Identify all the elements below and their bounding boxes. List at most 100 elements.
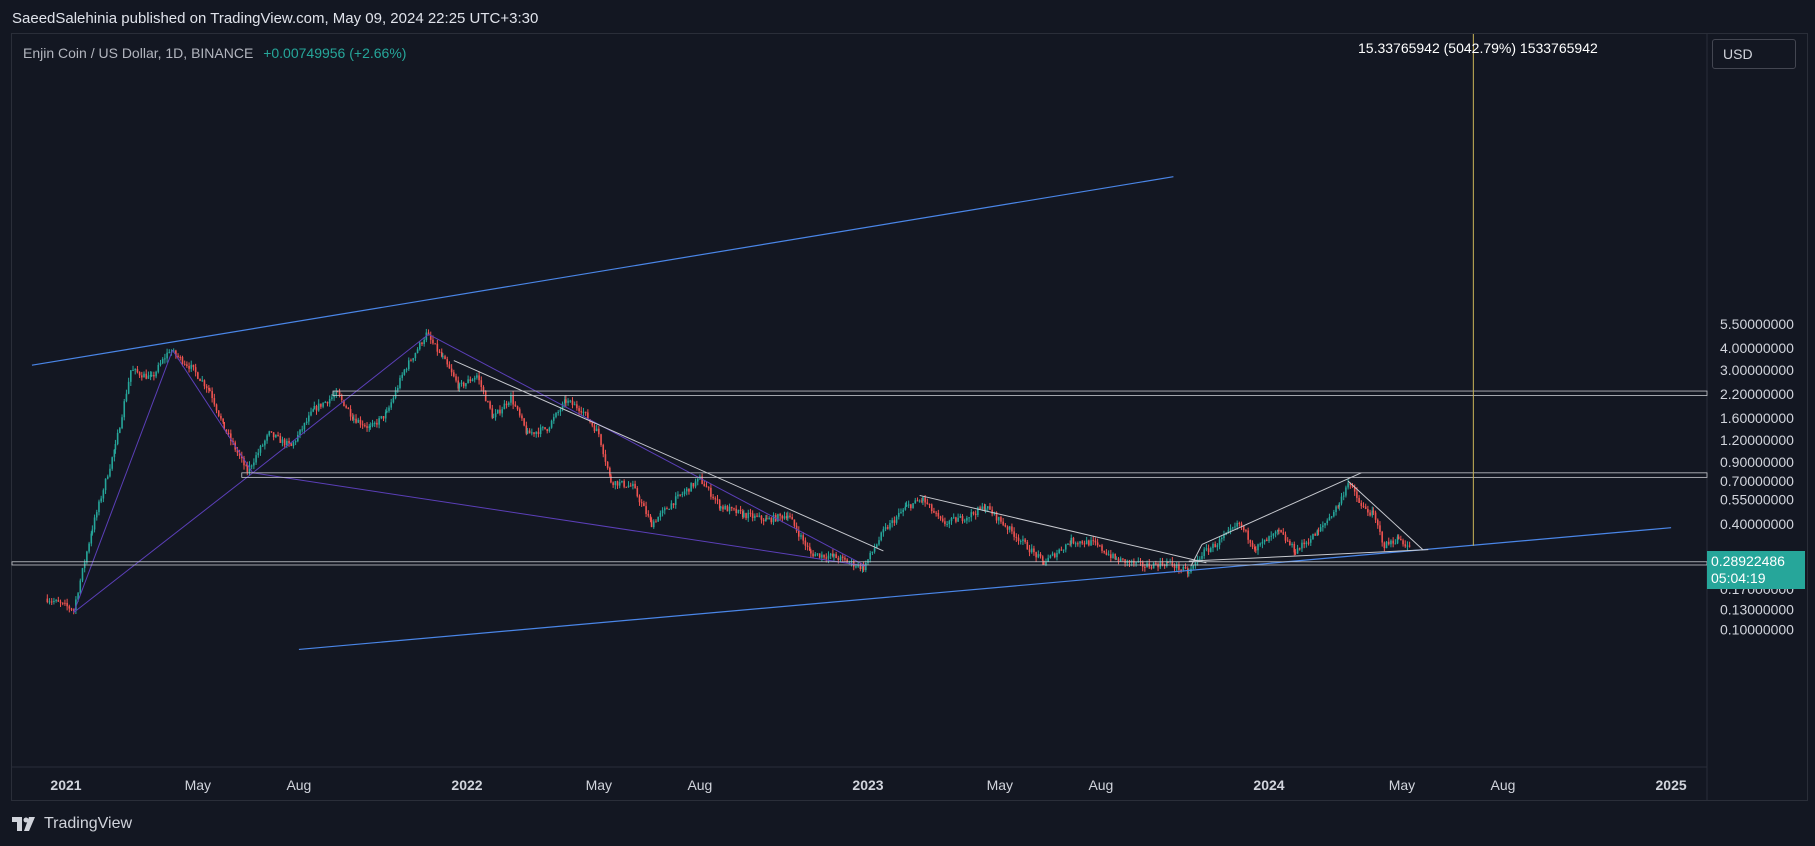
candle-body	[1394, 543, 1397, 545]
candle-body	[1305, 542, 1308, 545]
candle-body	[550, 420, 553, 428]
candle-body	[621, 480, 623, 483]
candle-body	[712, 496, 714, 499]
candle-body	[1199, 558, 1201, 560]
candle-body	[1356, 491, 1358, 498]
white-trend-line	[1190, 544, 1203, 567]
candle-body	[926, 502, 929, 504]
candle-body	[876, 544, 878, 549]
candle-body	[1345, 487, 1347, 496]
candle-body	[1335, 506, 1337, 513]
candle-body	[1270, 535, 1273, 537]
candle-body	[756, 515, 758, 517]
candle-body	[1220, 538, 1223, 540]
candle-body	[904, 506, 907, 510]
candle-body	[627, 485, 630, 488]
candle-body	[944, 521, 946, 525]
candle-body	[104, 478, 107, 491]
candle-body	[1107, 554, 1110, 556]
candle-body	[390, 402, 392, 408]
candle-body	[977, 507, 979, 516]
candle-body	[315, 405, 318, 411]
candle-body	[175, 350, 177, 356]
candle-body	[922, 497, 924, 501]
candle-body	[487, 401, 489, 403]
candle-body	[388, 407, 390, 411]
candle-body	[557, 411, 559, 413]
candle-body	[72, 609, 75, 611]
candle-body	[1155, 563, 1157, 565]
candle-body	[1110, 554, 1112, 558]
candle-body	[147, 375, 150, 379]
candle-body	[205, 386, 208, 389]
candle-body	[209, 389, 211, 392]
candle-body	[119, 428, 121, 433]
candle-body	[86, 551, 88, 563]
candle-body	[294, 441, 297, 443]
candle-body	[93, 517, 96, 530]
candle-body	[1338, 503, 1341, 507]
candle-body	[1284, 534, 1287, 541]
candle-body	[609, 467, 611, 476]
candle-body	[793, 519, 796, 526]
candle-body	[1247, 530, 1249, 540]
candle-body	[535, 431, 538, 434]
candle-body	[523, 418, 525, 426]
candle-body	[855, 566, 857, 568]
candle-body	[1317, 530, 1320, 532]
candle-body	[335, 391, 338, 396]
candle-body	[576, 404, 578, 409]
candle-body	[1037, 554, 1040, 558]
candle-body	[573, 404, 576, 406]
candle-body	[518, 409, 521, 416]
candle-body	[1314, 533, 1316, 536]
price-tick-label: 4.00000000	[1720, 340, 1794, 356]
candle-body	[53, 601, 55, 603]
candle-body	[359, 419, 362, 425]
candle-body	[595, 428, 598, 432]
candle-body	[1103, 550, 1106, 553]
candle-body	[1178, 564, 1180, 570]
candle-body	[1069, 543, 1071, 545]
candle-body	[930, 504, 933, 512]
candle-body	[1117, 558, 1120, 562]
candle-body	[492, 417, 495, 419]
candle-body	[1266, 539, 1268, 542]
time-tick-label: 2022	[451, 777, 482, 793]
candle-body	[436, 343, 439, 352]
candle-body	[791, 517, 793, 520]
candle-body	[1223, 534, 1225, 539]
white-trend-line	[1201, 472, 1362, 545]
candle-body	[995, 512, 998, 521]
candle-body	[749, 512, 752, 514]
currency-button[interactable]: USD	[1712, 39, 1796, 69]
price-tick-label: 5.50000000	[1720, 316, 1794, 332]
candle-body	[121, 417, 123, 429]
candle-body	[1330, 516, 1333, 518]
candle-body	[1351, 485, 1354, 487]
candle-body	[507, 402, 510, 406]
candle-body	[213, 398, 216, 405]
candle-body	[331, 397, 333, 400]
candle-body	[948, 521, 951, 525]
candle-body	[886, 527, 889, 529]
candle-body	[1039, 554, 1042, 557]
candle-body	[324, 401, 327, 403]
tradingview-logo[interactable]: TradingView	[12, 815, 132, 833]
candle-body	[301, 429, 304, 431]
candle-body	[1207, 548, 1210, 552]
candle-body	[1175, 564, 1178, 569]
candle-body	[1272, 533, 1275, 536]
candle-body	[1301, 542, 1303, 549]
candle-body	[236, 449, 239, 453]
candle-body	[106, 476, 109, 479]
candle-body	[1192, 565, 1194, 569]
candle-body	[77, 593, 79, 600]
candle-body	[368, 426, 371, 428]
candle-body	[1114, 553, 1117, 559]
candle-body	[779, 514, 781, 516]
candle-body	[889, 522, 891, 529]
candle-body	[614, 481, 617, 486]
candle-body	[308, 415, 310, 422]
